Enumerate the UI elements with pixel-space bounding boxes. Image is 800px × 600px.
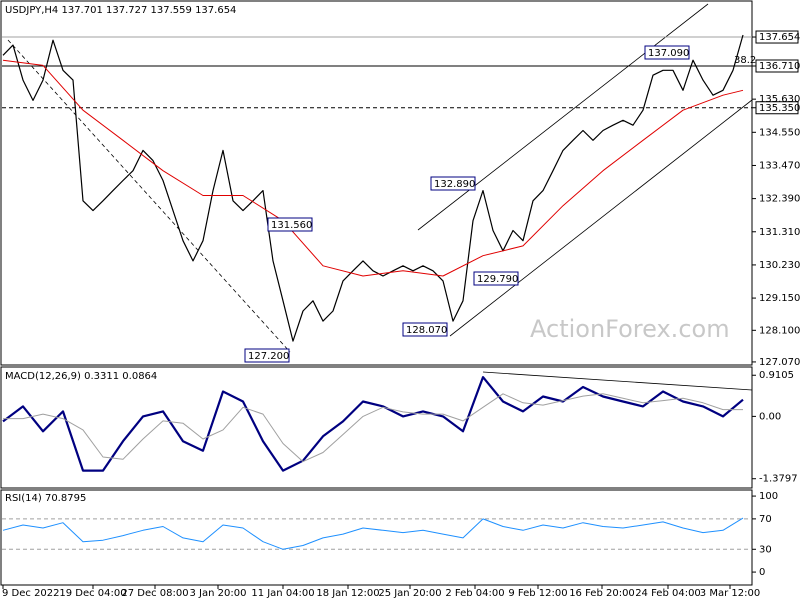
- y-tick-label: 135.630: [759, 94, 800, 105]
- level-label: 38.2: [734, 55, 756, 66]
- channel-upper: [417, 3, 709, 231]
- x-tick-label: 9 Dec 2022: [2, 588, 60, 599]
- series-line: [2, 34, 744, 342]
- y-tick-label: 0.00: [759, 411, 781, 422]
- x-tick-label: 18 Jan 12:00: [316, 588, 379, 599]
- y-tick-label: 131.310: [759, 227, 800, 238]
- series-line: [2, 517, 744, 550]
- annotation: 129.790: [477, 274, 518, 285]
- y-tick-label: 128.100: [759, 325, 800, 336]
- annotation-box: [430, 176, 476, 191]
- rsi-frame: [0, 489, 753, 586]
- series-line: [2, 59, 744, 277]
- macd-frame: [0, 366, 753, 489]
- annotation-box: [402, 322, 448, 337]
- y-tick-label: 132.390: [759, 194, 800, 205]
- macd-title: MACD(12,26,9) 0.3311 0.0864: [5, 371, 157, 382]
- annotation: 131.560: [271, 220, 312, 231]
- trend-line: [7, 39, 291, 353]
- tick-highlight: [755, 59, 799, 73]
- x-tick-label: 16 Feb 20:00: [569, 588, 635, 599]
- rsi-title: RSI(14) 70.8795: [5, 493, 86, 504]
- y-tick-label: 0.9105: [759, 370, 794, 381]
- y-tick-label: 133.470: [759, 160, 800, 171]
- watermark: ActionForex.com: [530, 315, 730, 343]
- y-tick-label: -1.3797: [759, 474, 798, 485]
- annotation-box: [644, 45, 690, 60]
- tick-highlight: [755, 101, 799, 115]
- annotation-box: [267, 217, 313, 232]
- series-line: [3, 393, 743, 463]
- annotation: 137.090: [648, 48, 689, 59]
- y-tick-label: 135.350: [759, 103, 800, 114]
- x-tick-label: 11 Jan 04:00: [251, 588, 314, 599]
- y-tick-label: 129.150: [759, 293, 800, 304]
- y-tick-label: 30: [759, 544, 772, 555]
- x-tick-label: 3 Jan 20:00: [190, 588, 247, 599]
- channel-lower: [449, 99, 753, 337]
- y-tick-label: 137.654: [759, 32, 800, 43]
- x-tick-label: 9 Feb 12:00: [508, 588, 567, 599]
- macd-trend-line: [482, 371, 753, 391]
- series-line: [2, 376, 744, 472]
- x-tick-label: 19 Dec 04:00: [59, 588, 126, 599]
- price-frame: [0, 0, 753, 366]
- annotation: 132.890: [434, 179, 475, 190]
- y-tick-label: 134.550: [759, 127, 800, 138]
- y-tick-label: 70: [759, 514, 772, 525]
- tick-highlight: [755, 30, 799, 44]
- price-title: USDJPY,H4 137.701 137.727 137.559 137.65…: [5, 5, 236, 16]
- y-tick-label: 0: [759, 567, 765, 578]
- annotation-box: [473, 271, 519, 286]
- annotation: 128.070: [406, 325, 447, 336]
- x-tick-label: 27 Dec 08:00: [121, 588, 188, 599]
- x-tick-label: 25 Jan 20:00: [378, 588, 441, 599]
- y-tick-label: 130.230: [759, 260, 800, 271]
- y-tick-label: 136.710: [759, 61, 800, 72]
- annotation: 127.200: [248, 351, 289, 362]
- x-tick-label: 2 Feb 04:00: [445, 588, 504, 599]
- x-tick-label: 24 Feb 04:00: [635, 588, 701, 599]
- y-tick-label: 127.070: [759, 357, 800, 368]
- y-tick-label: 100: [759, 491, 778, 502]
- x-tick-label: 3 Mar 12:00: [700, 588, 760, 599]
- annotation-box: [244, 348, 290, 363]
